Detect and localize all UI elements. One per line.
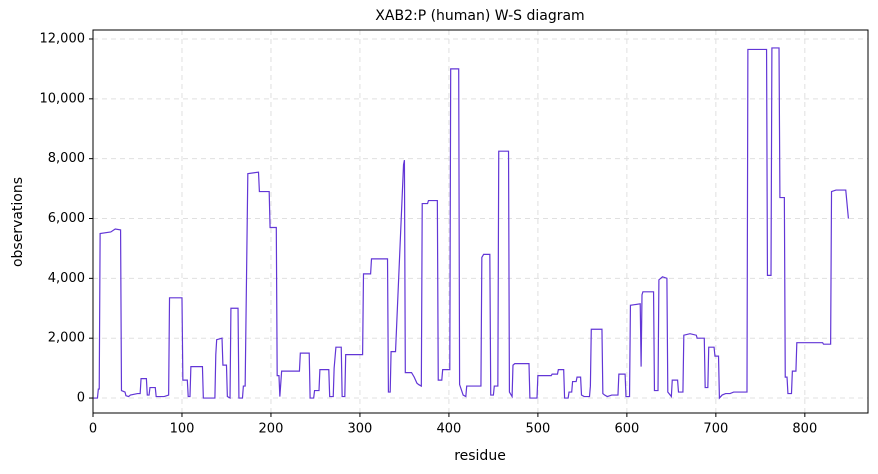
x-tick-label: 100	[170, 422, 195, 437]
y-tick-label: 4,000	[48, 271, 85, 286]
x-tick-label: 800	[792, 422, 817, 437]
x-tick-label: 0	[89, 422, 97, 437]
y-tick-label: 12,000	[40, 31, 86, 46]
plot-frame	[92, 29, 869, 414]
y-tick-label: 0	[77, 391, 85, 406]
y-tick-label: 8,000	[48, 151, 85, 166]
x-axis-label: residue	[454, 448, 506, 464]
x-tick-label: 200	[259, 422, 284, 437]
x-tick-label: 300	[348, 422, 373, 437]
y-tick-label: 2,000	[48, 331, 85, 346]
x-tick-label: 500	[525, 422, 550, 437]
y-axis-label: observations	[10, 177, 26, 267]
y-tick-label: 6,000	[48, 211, 85, 226]
x-tick-label: 600	[614, 422, 639, 437]
x-tick-label: 400	[436, 422, 461, 437]
data-line	[93, 47, 850, 400]
chart-title: XAB2:P (human) W-S diagram	[375, 8, 584, 24]
y-tick-label: 10,000	[40, 91, 86, 106]
x-tick-label: 700	[703, 422, 728, 437]
